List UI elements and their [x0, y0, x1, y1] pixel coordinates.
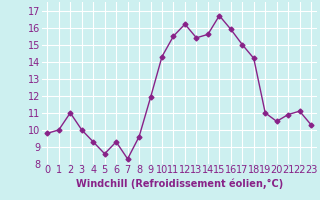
X-axis label: Windchill (Refroidissement éolien,°C): Windchill (Refroidissement éolien,°C) — [76, 178, 283, 189]
